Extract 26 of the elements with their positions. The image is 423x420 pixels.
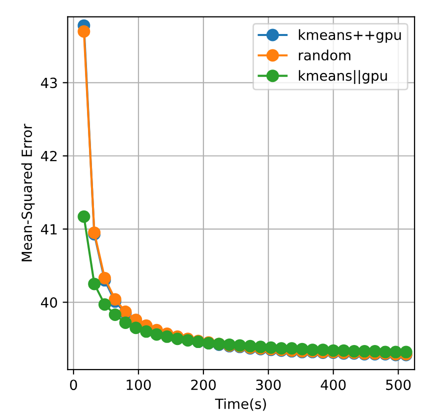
point: [130, 322, 142, 334]
y-tick-label: 42: [40, 150, 57, 162]
point: [108, 308, 122, 321]
point: [296, 342, 308, 356]
x-tick-label: 200: [191, 380, 216, 390]
legend-label: kmeans||gpu: [298, 70, 387, 84]
x-tick-label: 0: [70, 380, 78, 390]
x-tick-label: 100: [126, 380, 151, 390]
point: [150, 328, 163, 341]
y-tick-label: 43: [40, 78, 57, 88]
point: [98, 298, 111, 311]
x-tick-label: 500: [386, 380, 411, 390]
x-tick-label: 300: [256, 380, 281, 390]
point: [140, 325, 153, 338]
y-tick-label: 41: [40, 224, 57, 234]
x-tick-label: 400: [320, 380, 346, 390]
y-tick-label: 40: [40, 297, 58, 308]
legend-label: kmeans++gpu: [298, 29, 401, 43]
point: [337, 344, 350, 357]
x-axis-title: Time(s): [215, 398, 266, 411]
point: [119, 316, 132, 330]
point: [78, 210, 90, 223]
legend-label: random: [298, 50, 350, 60]
point: [78, 25, 90, 38]
y-axis-title: Mean-Squared Error: [21, 124, 35, 262]
point: [88, 278, 101, 290]
